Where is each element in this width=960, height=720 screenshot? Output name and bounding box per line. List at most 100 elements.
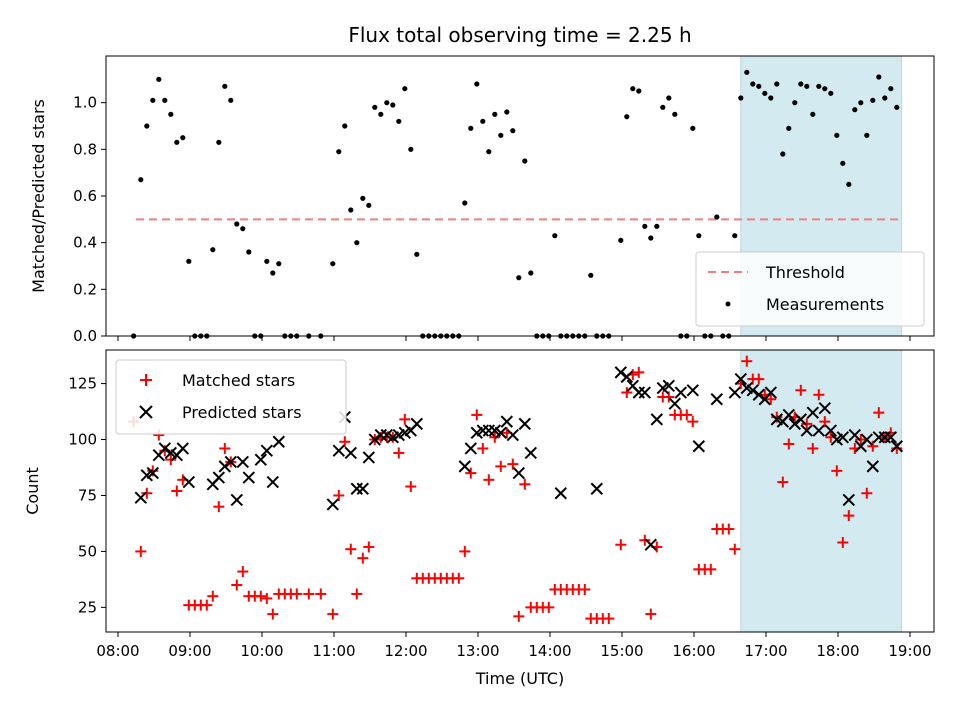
y-tick-label: 75: [78, 486, 97, 504]
measurement-point: [330, 261, 336, 267]
matched-star-point: [477, 442, 489, 454]
matched-star-point: [753, 373, 765, 385]
predicted-star-point: [230, 493, 244, 507]
measurement-point: [714, 214, 720, 220]
matched-star-point: [363, 541, 375, 553]
predicted-star-point: [668, 397, 682, 410]
predicted-star-point: [254, 453, 268, 466]
measurement-point: [486, 149, 492, 155]
predicted-star-point: [158, 442, 172, 455]
predicted-star-point: [788, 417, 802, 431]
measurement-point: [222, 83, 228, 89]
matched-star-point: [495, 460, 507, 472]
measurement-point: [372, 104, 378, 110]
matched-star-point: [729, 543, 741, 555]
predicted-star-point: [146, 466, 160, 480]
measurement-point: [384, 100, 390, 106]
measurement-point: [642, 223, 648, 229]
measurement-point: [858, 100, 864, 106]
measurement-point: [414, 251, 420, 257]
measurement-point: [174, 139, 180, 145]
measurement-point: [882, 95, 888, 101]
measurement-point: [870, 97, 876, 103]
measurement-point: [228, 97, 234, 103]
measurement-point: [510, 128, 516, 134]
matched-star-point: [141, 487, 153, 499]
predicted-star-point: [632, 386, 646, 399]
measurement-point: [756, 83, 762, 89]
matched-star-point: [837, 536, 849, 548]
measurement-point: [798, 81, 804, 87]
measurement-point: [504, 109, 510, 115]
matched-star-point: [621, 387, 633, 399]
measurement-point: [648, 235, 654, 241]
predicted-star-point: [728, 386, 742, 399]
matched-star-point: [165, 454, 177, 466]
predicted-star-point: [464, 442, 478, 455]
predicted-star-point: [224, 455, 238, 469]
predicted-star-point: [650, 413, 664, 426]
legend-predicted-label: Predicted stars: [182, 403, 302, 422]
matched-star-point: [639, 534, 651, 546]
measurement-point: [342, 123, 348, 129]
predicted-star-point: [890, 440, 904, 453]
matched-star-point: [771, 411, 783, 423]
measurement-point: [462, 200, 468, 206]
measurement-point: [732, 233, 738, 239]
measurement-point: [840, 160, 846, 166]
matched-star-point: [873, 407, 885, 419]
measurement-point: [492, 111, 498, 117]
legend-measurements-label: Measurements: [766, 295, 884, 314]
matched-star-point: [831, 465, 843, 477]
predicted-star-point: [260, 444, 274, 457]
matched-star-point: [201, 599, 213, 611]
measurement-point: [864, 132, 870, 138]
matched-star-point: [855, 434, 867, 446]
matched-star-point: [459, 545, 471, 557]
predicted-star-point: [494, 426, 508, 440]
measurement-point: [768, 95, 774, 101]
measurement-point: [852, 107, 858, 113]
measurement-point: [138, 177, 144, 183]
legend-threshold-label: Threshold: [765, 263, 845, 282]
predicted-star-point: [644, 538, 658, 551]
measurement-point: [522, 158, 528, 164]
measurement-point: [828, 90, 834, 96]
matched-star-point: [315, 588, 327, 600]
measurement-point: [528, 270, 534, 276]
matched-star-point: [519, 478, 531, 490]
measurement-point: [666, 95, 672, 101]
matched-star-point: [687, 416, 699, 428]
x-tick-label: 10:00: [240, 642, 283, 660]
measurement-point: [402, 86, 408, 92]
matched-star-point: [795, 384, 807, 396]
measurement-point: [774, 81, 780, 87]
predicted-star-point: [266, 475, 280, 489]
x-tick-label: 16:00: [672, 642, 715, 660]
matched-star-point: [807, 442, 819, 454]
y-tick-label: 25: [78, 598, 97, 616]
measurement-point: [786, 125, 792, 131]
predicted-star-point: [860, 433, 874, 446]
measurement-point: [690, 125, 696, 131]
ratio-legend: Threshold Measurements: [695, 251, 925, 327]
predicted-star-point: [692, 440, 706, 453]
predicted-star-point: [554, 487, 568, 500]
matched-star-point: [507, 458, 519, 470]
measurement-point: [834, 132, 840, 138]
y-tick-label: 0.0: [73, 327, 97, 345]
measurement-point: [738, 95, 744, 101]
measurement-point: [822, 86, 828, 92]
predicted-star-point: [458, 460, 472, 473]
matched-star-point: [543, 601, 555, 613]
measurement-point: [846, 181, 852, 187]
measurement-point: [390, 102, 396, 108]
predicted-star-point: [410, 417, 424, 431]
matched-star-point: [723, 523, 735, 535]
predicted-star-point: [524, 446, 538, 460]
matched-star-point: [579, 583, 591, 595]
measurement-point: [552, 233, 558, 239]
measurement-point: [474, 81, 480, 87]
predicted-star-point: [674, 386, 688, 399]
measurement-point: [336, 149, 342, 155]
